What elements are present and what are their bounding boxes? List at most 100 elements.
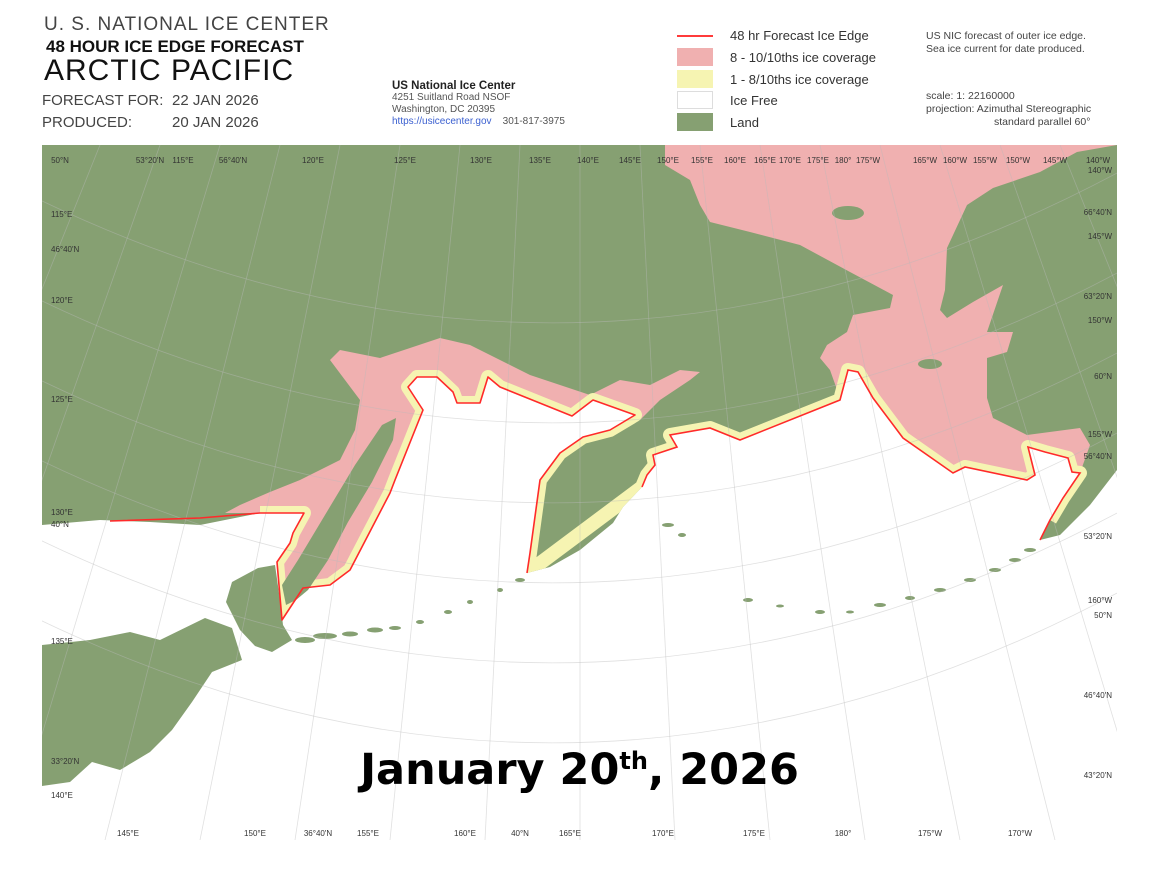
produced-label: PRODUCED:: [42, 114, 133, 131]
graticule-label-right: 150°W: [1087, 316, 1112, 325]
graticule-label-right: 66°40'N: [1083, 208, 1112, 217]
graticule-label-left: 46°40'N: [51, 245, 80, 254]
island: [497, 588, 503, 592]
graticule-label-top: 155°E: [691, 156, 713, 165]
legend-label: 48 hr Forecast Ice Edge: [730, 28, 869, 43]
low-ice-swatch: [677, 70, 713, 88]
island: [964, 578, 976, 582]
caption-main: January 20: [360, 745, 620, 795]
graticule-label-right: 63°20'N: [1083, 292, 1112, 301]
graticule-label-top: 155°W: [972, 156, 998, 165]
graticule-label-top: 150°W: [1005, 156, 1031, 165]
ice-bering-chukchi: [665, 145, 1117, 480]
graticule-label-top: 140°W: [1085, 156, 1111, 165]
ice-edge-line-swatch: [677, 35, 713, 37]
land-nunivak-island: [918, 359, 942, 369]
latitude-line: [42, 432, 1117, 584]
island: [989, 568, 1001, 572]
produced-date: 20 JAN 2026: [172, 114, 259, 131]
graticule-label-right: 60°N: [1094, 372, 1112, 381]
island: [389, 626, 401, 630]
island: [416, 620, 424, 624]
island: [1009, 558, 1021, 562]
graticule-label-left: 33°20'N: [51, 757, 80, 766]
meridian-line: [999, 145, 1117, 479]
agency-title: U. S. NATIONAL ICE CENTER: [44, 14, 330, 35]
legend-label: Land: [730, 115, 759, 130]
island: [367, 627, 383, 633]
meridian-line: [939, 145, 1117, 733]
meridian-line: [484, 145, 521, 840]
meridian-line: [199, 145, 341, 840]
agency-address: US National Ice Center 4251 Suitland Roa…: [392, 80, 565, 128]
graticule-label-top: 160°E: [724, 156, 746, 165]
graticule-label-top: 150°E: [657, 156, 679, 165]
graticule-label-top: 125°E: [394, 156, 416, 165]
island: [313, 633, 337, 639]
island: [743, 598, 753, 602]
graticule-label-left: 140°E: [51, 791, 73, 800]
graticule-label-right: 145°W: [1087, 232, 1112, 241]
meridian-line: [104, 145, 281, 840]
scale-text: scale: 1: 22160000: [926, 90, 1015, 102]
graticule-label-top: 56°40'N: [218, 156, 248, 165]
legend-label: 8 - 10/10ths ice coverage: [730, 50, 876, 65]
graticule-label-bottom: 175°W: [917, 829, 943, 838]
land-islands: [295, 523, 1036, 643]
island: [467, 600, 473, 604]
graticule-label-right: 50°N: [1094, 611, 1112, 620]
meridian-line: [1059, 145, 1117, 288]
island: [905, 596, 915, 600]
graticule-label-bottom: 170°E: [652, 829, 674, 838]
latitude-line: [42, 172, 1117, 324]
graticule-label-left: 130°E: [51, 508, 73, 517]
product-title: 48 HOUR ICE EDGE FORECAST: [46, 37, 304, 56]
island: [776, 604, 784, 608]
graticule-label-bottom: 165°E: [559, 829, 581, 838]
graticule-label-bottom: 36°40'N: [303, 829, 333, 838]
note-line: Sea ice current for date produced.: [926, 43, 1085, 55]
projection-text: projection: Azimuthal Stereographic: [926, 103, 1092, 115]
caption-sup: th: [619, 747, 648, 775]
address-street: 4251 Suitland Road NSOF: [392, 92, 511, 103]
date-caption: January 20th, 2026: [0, 745, 1159, 795]
meridian-line: [42, 145, 221, 736]
graticule-label-right: 160°W: [1087, 596, 1112, 605]
graticule-label-top: 53°20'N: [135, 156, 165, 165]
high-ice-swatch: [677, 48, 713, 66]
graticule-label-top: 140°E: [577, 156, 599, 165]
graticule-label-top: 175°W: [855, 156, 881, 165]
latitude-line: [42, 592, 1117, 744]
graticule-label-bottom: 160°E: [454, 829, 476, 838]
phone-number: 301-817-3975: [502, 116, 565, 127]
graticule-label-left: 120°E: [51, 296, 73, 305]
island: [342, 631, 358, 637]
graticule-label-bottom: 40°N: [511, 829, 529, 838]
meridian-line: [42, 145, 161, 481]
graticule-label-right: 43°20'N: [1083, 771, 1112, 780]
land-hokkaido: [226, 565, 292, 652]
island: [295, 637, 315, 643]
graticule-label-left: 115°E: [51, 210, 73, 219]
latitude-line: [42, 272, 1117, 424]
graticule-label-bottom: 155°E: [357, 829, 379, 838]
graticule-label-left: 125°E: [51, 395, 73, 404]
region-title: ARCTIC PACIFIC: [44, 54, 295, 87]
website-link[interactable]: https://usicecenter.gov: [392, 116, 492, 127]
forecast-label: FORECAST FOR:: [42, 92, 164, 109]
island: [815, 610, 825, 614]
graticule-label-right: 155°W: [1087, 430, 1112, 439]
graticule-label-left: 40°N: [51, 520, 69, 529]
graticule-label-right: 56°40'N: [1083, 452, 1112, 461]
meridian-line: [699, 145, 771, 840]
graticule-label-top: 180°: [834, 156, 852, 165]
ice-free-swatch: [677, 91, 713, 109]
graticule-label-top: 115°E: [172, 156, 194, 165]
latitude-line: [42, 512, 1117, 664]
address-name: US National Ice Center: [392, 80, 516, 92]
island: [874, 603, 886, 607]
legend-label: 1 - 8/10ths ice coverage: [730, 72, 869, 87]
land-honshu: [42, 618, 242, 786]
graticule-label-top: 175°E: [807, 156, 829, 165]
